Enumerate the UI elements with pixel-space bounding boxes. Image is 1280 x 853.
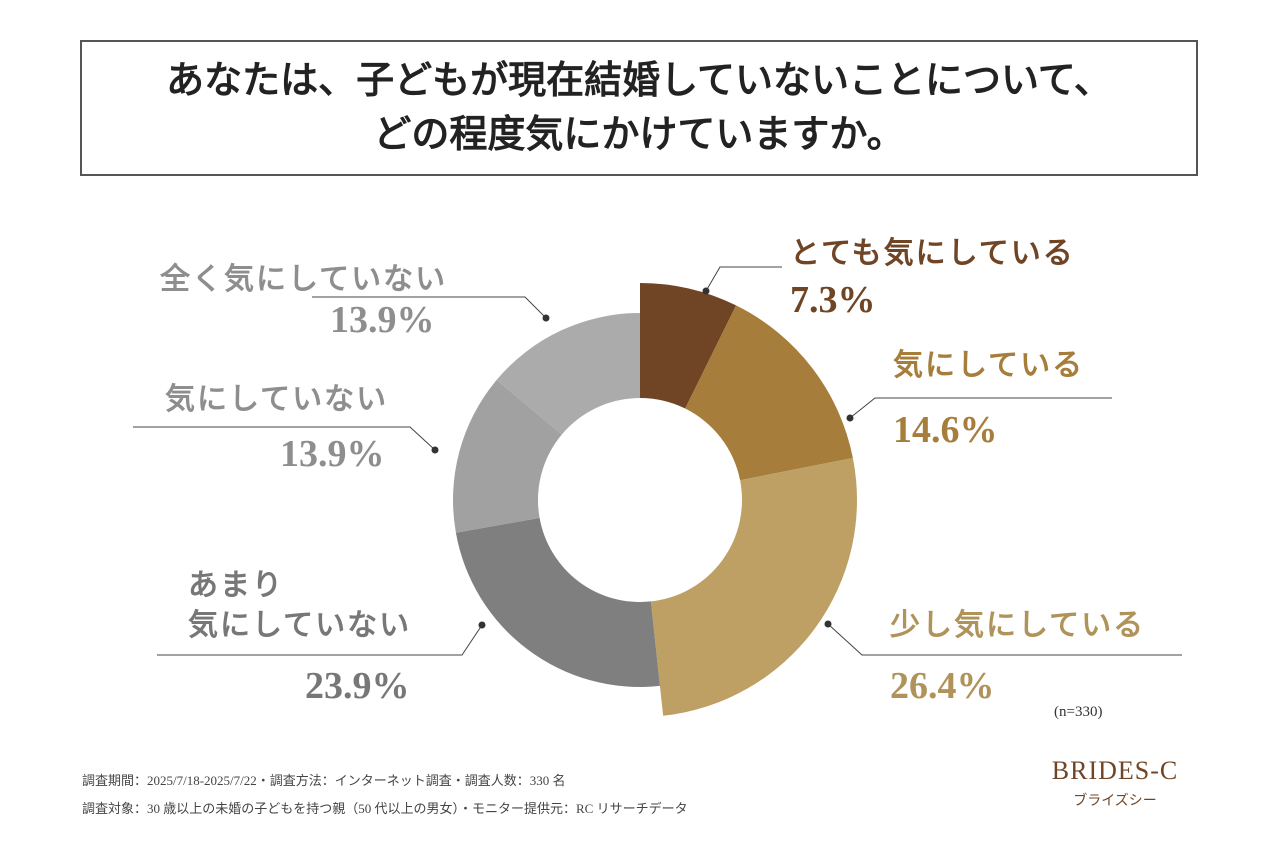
donut-segment	[640, 283, 737, 409]
leader-line	[133, 426, 436, 451]
category-label: 気にしていない	[165, 383, 389, 416]
leader-line	[827, 623, 1182, 656]
leader-line	[849, 397, 1112, 419]
footnote: 調査対象：30 歳以上の未婚の子どもを持つ親（50 代以上の男女）・モニター提供…	[82, 801, 688, 816]
sample-note: (n=330)	[1054, 704, 1103, 720]
value-label: 13.9%	[280, 433, 385, 475]
value-label: 13.9%	[330, 299, 435, 341]
leader-line	[705, 266, 782, 292]
leader-dot	[702, 287, 710, 295]
value-label: 7.3%	[790, 279, 876, 321]
leader-line	[312, 296, 547, 319]
leader-dot	[824, 620, 832, 628]
value-label: 14.6%	[893, 409, 998, 451]
category-label: あまり 気にしていない	[188, 569, 412, 642]
logo-sub: ブライズシー	[1073, 794, 1157, 809]
category-label: 全く気にしていない	[160, 263, 448, 296]
value-label: 26.4%	[890, 665, 995, 707]
donut-segment	[455, 517, 660, 688]
category-label: とても気にしている	[790, 237, 1075, 270]
donut-segment	[496, 313, 640, 435]
category-label: 少し気にしている	[890, 609, 1146, 642]
category-label: 気にしている	[893, 349, 1085, 382]
footnote: 調査期間：2025/7/18-2025/7/22・調査方法：インターネット調査・…	[82, 773, 566, 788]
leader-dot	[431, 446, 439, 454]
leader-dot	[542, 314, 550, 322]
leader-dot	[846, 414, 854, 422]
leader-line	[157, 624, 483, 656]
donut-segment	[685, 305, 853, 481]
logo: BRIDES-C	[1051, 756, 1179, 785]
donut-segment	[453, 379, 562, 533]
leader-dot	[478, 621, 486, 629]
chart-title: あなたは、子どもが現在結婚していないことについて、 どの程度気にかけていますか。	[80, 40, 1198, 176]
value-label: 23.9%	[305, 665, 410, 707]
donut-segment	[650, 457, 858, 716]
